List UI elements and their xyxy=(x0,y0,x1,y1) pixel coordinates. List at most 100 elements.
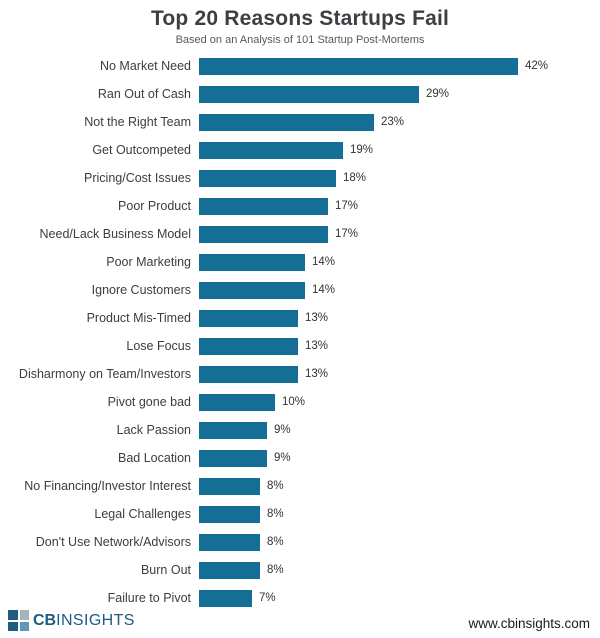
bar-row: Need/Lack Business Model 17% xyxy=(0,220,600,248)
bar xyxy=(199,169,336,187)
bar-area: 23% xyxy=(199,113,600,131)
bar-value-label: 17% xyxy=(335,228,359,240)
brand-insights-text: INSIGHTS xyxy=(56,611,135,629)
bar xyxy=(199,253,305,271)
bar xyxy=(199,197,328,215)
bar xyxy=(199,477,260,495)
bar-row: No Market Need 42% xyxy=(0,52,600,80)
bar-area: 42% xyxy=(199,57,600,75)
bar-label: Get Outcompeted xyxy=(92,143,191,157)
bar-area: 7% xyxy=(199,589,600,607)
bar xyxy=(199,365,298,383)
bar-label: Failure to Pivot xyxy=(107,591,191,605)
bar-value-label: 14% xyxy=(312,256,336,268)
bar xyxy=(199,337,298,355)
bar-value-label: 8% xyxy=(267,564,284,576)
bar-value-label: 18% xyxy=(343,172,367,184)
bar-value-label: 13% xyxy=(305,312,329,324)
bar-area: 8% xyxy=(199,533,600,551)
bar-area: 19% xyxy=(199,141,600,159)
bar-area: 17% xyxy=(199,225,600,243)
bar-row: Failure to Pivot 7% xyxy=(0,584,600,612)
bar-value-label: 8% xyxy=(267,508,284,520)
bar xyxy=(199,85,419,103)
bar-area: 10% xyxy=(199,393,600,411)
bar-area: 8% xyxy=(199,561,600,579)
bar xyxy=(199,281,305,299)
bar-area: 17% xyxy=(199,197,600,215)
bar-row: Get Outcompeted 19% xyxy=(0,136,600,164)
bar xyxy=(199,393,275,411)
bar xyxy=(199,561,260,579)
bar-area: 29% xyxy=(199,85,600,103)
bar-label: Legal Challenges xyxy=(94,507,191,521)
bar-area: 18% xyxy=(199,169,600,187)
bar-label: Burn Out xyxy=(140,563,191,577)
bar-label: Not the Right Team xyxy=(84,115,191,129)
bar-value-label: 9% xyxy=(274,424,291,436)
bar xyxy=(199,505,260,523)
bar-label: Pivot gone bad xyxy=(107,395,191,409)
bar-value-label: 8% xyxy=(267,480,284,492)
bar-row: Legal Challenges 8% xyxy=(0,500,600,528)
bar-row: Don't Use Network/Advisors 8% xyxy=(0,528,600,556)
bar-row: No Financing/Investor Interest 8% xyxy=(0,472,600,500)
bar-label: Lose Focus xyxy=(126,339,191,353)
bar-label: Bad Location xyxy=(118,451,191,465)
bar xyxy=(199,309,298,327)
bar-row: Lose Focus 13% xyxy=(0,332,600,360)
bar-label: Don't Use Network/Advisors xyxy=(35,535,191,549)
chart-title: Top 20 Reasons Startups Fail xyxy=(150,7,450,30)
bar-label: Product Mis-Timed xyxy=(86,311,191,325)
bar-label: Lack Passion xyxy=(116,423,191,437)
bar xyxy=(199,225,328,243)
bar-area: 13% xyxy=(199,337,600,355)
cbinsights-logo: CBINSIGHTS xyxy=(8,610,135,631)
bar-value-label: 13% xyxy=(305,340,329,352)
bar xyxy=(199,113,374,131)
bar-label: Ran Out of Cash xyxy=(97,87,191,101)
chart-subtitle: Based on an Analysis of 101 Startup Post… xyxy=(175,34,425,46)
bar-area: 8% xyxy=(199,505,600,523)
logo-square xyxy=(19,621,29,631)
bar xyxy=(199,533,260,551)
bar-row: Disharmony on Team/Investors 13% xyxy=(0,360,600,388)
bar-value-label: 14% xyxy=(312,284,336,296)
bar-area: 14% xyxy=(199,281,600,299)
footer: CBINSIGHTS www.cbinsights.com xyxy=(8,610,590,631)
bar-row: Not the Right Team 23% xyxy=(0,108,600,136)
bar xyxy=(199,449,267,467)
bar xyxy=(199,421,267,439)
bar-label: Pricing/Cost Issues xyxy=(84,171,191,185)
chart-header: Top 20 Reasons Startups Fail Based on an… xyxy=(0,0,600,46)
bar-value-label: 7% xyxy=(259,592,276,604)
cbinsights-logo-icon xyxy=(8,610,29,631)
cbinsights-wordmark: CBINSIGHTS xyxy=(33,612,135,630)
bar-value-label: 9% xyxy=(274,452,291,464)
bar-row: Ignore Customers 14% xyxy=(0,276,600,304)
bar-area: 9% xyxy=(199,421,600,439)
bar-label: Poor Marketing xyxy=(106,255,191,269)
logo-square xyxy=(8,621,18,631)
bar-row: Lack Passion 9% xyxy=(0,416,600,444)
bar-label: No Market Need xyxy=(99,59,191,73)
bar xyxy=(199,589,252,607)
logo-square xyxy=(8,610,18,620)
logo-square xyxy=(19,610,29,620)
bar-value-label: 10% xyxy=(282,396,306,408)
bar-row: Burn Out 8% xyxy=(0,556,600,584)
bar-row: Pivot gone bad 10% xyxy=(0,388,600,416)
website-url: www.cbinsights.com xyxy=(468,616,590,631)
bar-row: Bad Location 9% xyxy=(0,444,600,472)
bar-row: Poor Product 17% xyxy=(0,192,600,220)
brand-cb-text: CB xyxy=(33,611,57,629)
bar xyxy=(199,141,343,159)
bar-value-label: 23% xyxy=(381,116,405,128)
bar-value-label: 8% xyxy=(267,536,284,548)
bar-value-label: 19% xyxy=(350,144,374,156)
bar-area: 8% xyxy=(199,477,600,495)
bar-row: Pricing/Cost Issues 18% xyxy=(0,164,600,192)
bar-area: 13% xyxy=(199,365,600,383)
bar-value-label: 17% xyxy=(335,200,359,212)
bar-value-label: 42% xyxy=(525,60,549,72)
